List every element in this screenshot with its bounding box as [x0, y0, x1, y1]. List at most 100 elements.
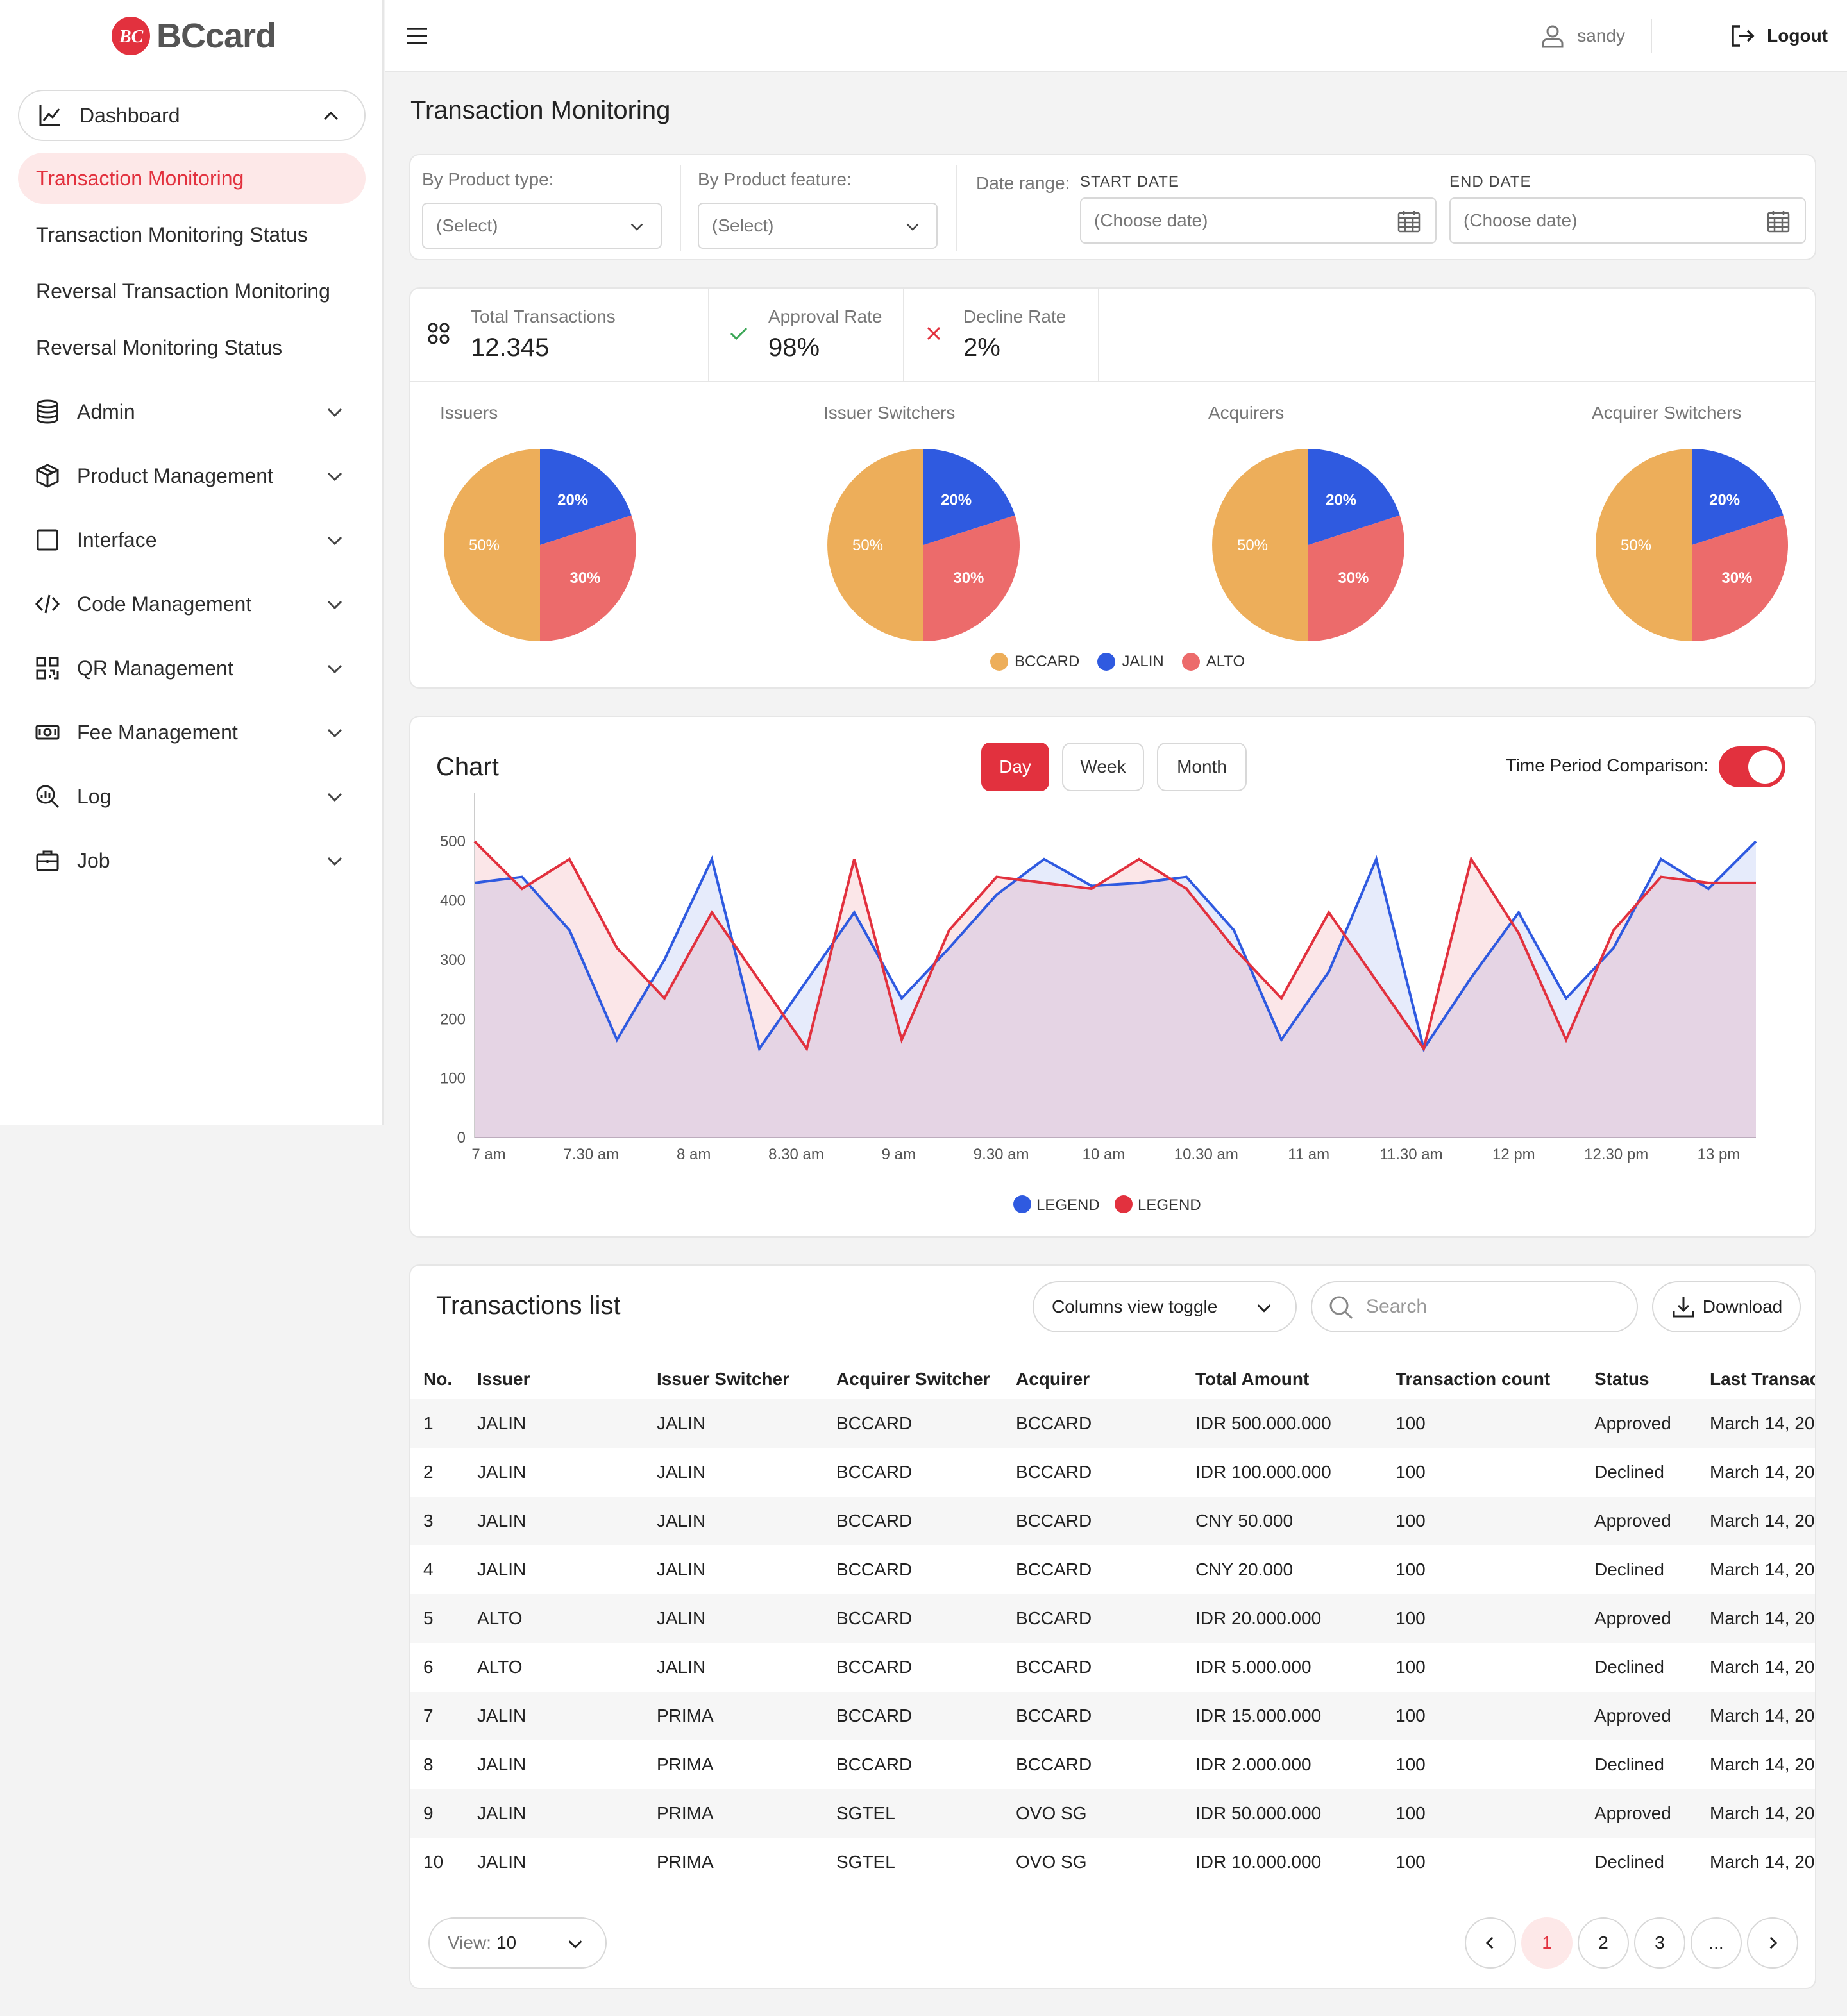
table-cell: BCCARD [823, 1692, 1003, 1740]
stat-label: Approval Rate [768, 307, 882, 326]
sidebar-item-qr-management[interactable]: QR Management [18, 643, 366, 694]
sidebar-item-label: QR Management [77, 656, 233, 680]
y-tick-label: 400 [440, 893, 466, 910]
sidebar-item-transaction-monitoring-status[interactable]: Transaction Monitoring Status [18, 209, 366, 260]
pie-title-issuer-switchers: Issuer Switchers [823, 403, 956, 423]
prev-page-button[interactable] [1465, 1917, 1516, 1969]
column-header[interactable]: Issuer Switcher [657, 1369, 789, 1389]
sidebar-item-log[interactable]: Log [18, 771, 366, 822]
page-button-1[interactable]: 1 [1521, 1917, 1573, 1969]
chevron-up-icon [323, 111, 339, 121]
column-header[interactable]: Last Transaction [1710, 1369, 1815, 1389]
table-row[interactable]: 5 ALTO JALIN BCCARD BCCARD IDR 20.000.000 100 A… [410, 1594, 1815, 1643]
sidebar-item-label: Dashboard [80, 103, 180, 127]
product-type-select[interactable]: (Select) [422, 203, 662, 249]
sidebar-item-transaction-monitoring[interactable]: Transaction Monitoring [18, 153, 366, 204]
table-cell: BCCARD [836, 1559, 913, 1579]
column-header[interactable]: Total Amount [1195, 1369, 1310, 1389]
table-cell: IDR 10.000.000 [1195, 1852, 1322, 1872]
stat-value: 12.345 [471, 333, 550, 362]
sidebar-item-dashboard[interactable]: Dashboard [18, 90, 366, 141]
table-row[interactable]: 2 JALIN JALIN BCCARD BCCARD IDR 100.000.000 10… [410, 1448, 1815, 1497]
stats-panel: Total Transactions 12.345 Approval Rate … [409, 287, 1816, 689]
hamburger-menu-icon[interactable] [404, 23, 430, 49]
stat-decline-rate: Decline Rate 2% [904, 289, 1099, 381]
column-header[interactable]: Issuer [477, 1369, 530, 1389]
table-row[interactable]: 6 ALTO JALIN BCCARD BCCARD IDR 5.000.000 100 De… [410, 1643, 1815, 1692]
table-row[interactable]: 1 JALIN JALIN BCCARD BCCARD IDR 500.000.000 10… [410, 1399, 1815, 1448]
table-row[interactable]: 10 JALIN PRIMA SGTEL OVO SG IDR 10.000.000 100… [410, 1838, 1815, 1886]
svg-text:BC: BC [119, 27, 144, 47]
table-row[interactable]: 8 JALIN PRIMA BCCARD BCCARD IDR 2.000.000 100 D… [410, 1740, 1815, 1789]
table-header-row: No. Issuer Issuer Switcher Acquirer Switche… [410, 1359, 1815, 1399]
search-input[interactable] [1366, 1291, 1623, 1322]
table-row[interactable]: 4 JALIN JALIN BCCARD BCCARD CNY 20.000 100 Decl… [410, 1545, 1815, 1594]
table-cell: OVO SG [1016, 1852, 1087, 1872]
sidebar-item-admin[interactable]: Admin [18, 386, 366, 437]
sidebar-item-fee-management[interactable]: Fee Management [18, 707, 366, 758]
period-week-button[interactable]: Week [1062, 743, 1144, 791]
rows-per-page-select[interactable]: View: 10 [428, 1917, 607, 1969]
table-row[interactable]: 9 JALIN PRIMA SGTEL OVO SG IDR 50.000.000 100 A… [410, 1789, 1815, 1838]
chevron-down-icon [630, 223, 643, 231]
columns-view-toggle[interactable]: Columns view toggle [1033, 1281, 1297, 1332]
page-ellipsis-button[interactable]: ... [1691, 1917, 1742, 1969]
legend-label: ALTO [1206, 653, 1245, 670]
pie-chart-issuer-switchers: 20% 30% 50% [827, 449, 1020, 641]
pie-slice-jalin [1308, 449, 1400, 545]
download-button[interactable]: Download [1652, 1281, 1801, 1332]
period-day-button[interactable]: Day [981, 743, 1049, 791]
product-feature-select[interactable]: (Select) [698, 203, 938, 249]
sidebar-item-interface[interactable]: Interface [18, 514, 366, 566]
download-label: Download [1702, 1297, 1783, 1316]
legend-label: BCCARD [1015, 653, 1080, 670]
x-tick-label: 8 am [677, 1146, 711, 1163]
sidebar-item-code-management[interactable]: Code Management [18, 578, 366, 630]
table-row[interactable]: 7 JALIN PRIMA BCCARD BCCARD IDR 15.000.000 100… [410, 1692, 1815, 1740]
column-header[interactable]: No. [423, 1369, 453, 1389]
product-feature-value: (Select) [712, 215, 774, 235]
chevron-down-icon [327, 408, 342, 417]
sidebar-item-reversal-monitoring-status[interactable]: Reversal Monitoring Status [18, 322, 366, 373]
top-bar: sandy Logout [385, 0, 1847, 72]
end-date-placeholder: (Choose date) [1463, 210, 1578, 230]
column-header[interactable]: Acquirer [1016, 1369, 1090, 1389]
x-tick-label: 11 am [1288, 1146, 1329, 1163]
sidebar-item-label: Interface [77, 528, 157, 551]
table-cell: JALIN [644, 1399, 823, 1448]
chart-panel: Chart Day Week Month Time Period Compari… [409, 716, 1816, 1238]
page-button-2[interactable]: 2 [1578, 1917, 1629, 1969]
transactions-title: Transactions list [436, 1291, 621, 1320]
column-header[interactable]: Status [1594, 1369, 1649, 1389]
brand-logo[interactable]: BC BCcard [110, 15, 276, 56]
end-date-input[interactable]: (Choose date) [1449, 197, 1806, 244]
table-cell: BCCARD [836, 1754, 913, 1774]
start-date-input[interactable]: (Choose date) [1080, 197, 1437, 244]
sidebar-item-reversal-transaction-monitoring[interactable]: Reversal Transaction Monitoring [18, 265, 366, 317]
table-cell: March 14, 2024 [1710, 1852, 1815, 1872]
column-header[interactable]: Transaction count [1396, 1369, 1551, 1389]
table-cell: March 14, 2024 [1710, 1754, 1815, 1774]
pie-slice-alto [1692, 515, 1788, 641]
logout-button[interactable]: Logout [1730, 19, 1828, 53]
toggle-knob [1748, 750, 1782, 784]
stat-label: Total Transactions [471, 307, 616, 326]
next-page-button[interactable] [1747, 1917, 1798, 1969]
pie-slice-jalin [1692, 449, 1784, 545]
period-month-button[interactable]: Month [1157, 743, 1247, 791]
chevron-down-icon [327, 536, 342, 546]
sidebar-item-job[interactable]: Job [18, 835, 366, 886]
y-tick-label: 200 [440, 1011, 466, 1028]
column-header[interactable]: Acquirer Switcher [836, 1369, 990, 1389]
page-button-3[interactable]: 3 [1634, 1917, 1685, 1969]
time-period-comparison-toggle[interactable] [1719, 746, 1785, 787]
table-row[interactable]: 3 JALIN JALIN BCCARD BCCARD CNY 50.000 100 Appr… [410, 1497, 1815, 1545]
sidebar-item-product-management[interactable]: Product Management [18, 450, 366, 501]
table-cell: BCCARD [836, 1657, 913, 1677]
user-menu[interactable]: sandy [1540, 19, 1625, 53]
x-icon [927, 326, 941, 340]
y-tick-label: 0 [457, 1129, 466, 1147]
x-tick-label: 12.30 pm [1584, 1146, 1648, 1163]
table-cell: CNY 20.000 [1195, 1559, 1294, 1579]
pie-chart-acquirers: 20% 30% 50% [1212, 449, 1404, 641]
